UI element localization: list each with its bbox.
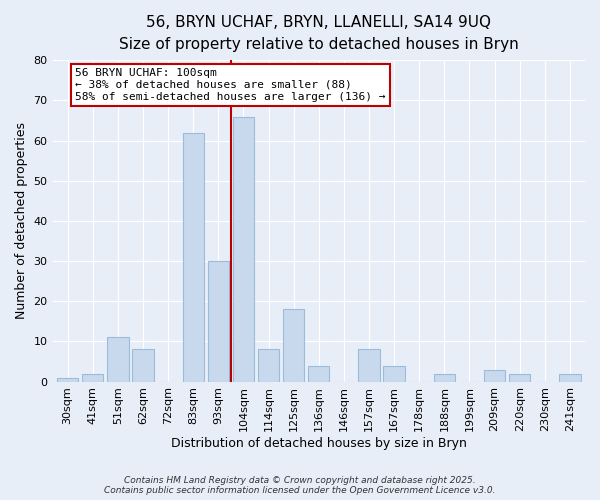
- Bar: [283, 310, 304, 382]
- Bar: [509, 374, 530, 382]
- Bar: [182, 132, 204, 382]
- X-axis label: Distribution of detached houses by size in Bryn: Distribution of detached houses by size …: [171, 437, 467, 450]
- Y-axis label: Number of detached properties: Number of detached properties: [15, 122, 28, 320]
- Bar: [358, 350, 380, 382]
- Bar: [258, 350, 279, 382]
- Bar: [107, 338, 128, 382]
- Text: Contains HM Land Registry data © Crown copyright and database right 2025.
Contai: Contains HM Land Registry data © Crown c…: [104, 476, 496, 495]
- Text: 56 BRYN UCHAF: 100sqm
← 38% of detached houses are smaller (88)
58% of semi-deta: 56 BRYN UCHAF: 100sqm ← 38% of detached …: [75, 68, 386, 102]
- Title: 56, BRYN UCHAF, BRYN, LLANELLI, SA14 9UQ
Size of property relative to detached h: 56, BRYN UCHAF, BRYN, LLANELLI, SA14 9UQ…: [119, 15, 518, 52]
- Bar: [559, 374, 581, 382]
- Bar: [484, 370, 505, 382]
- Bar: [434, 374, 455, 382]
- Bar: [82, 374, 103, 382]
- Bar: [383, 366, 405, 382]
- Bar: [57, 378, 78, 382]
- Bar: [132, 350, 154, 382]
- Bar: [308, 366, 329, 382]
- Bar: [233, 116, 254, 382]
- Bar: [208, 261, 229, 382]
